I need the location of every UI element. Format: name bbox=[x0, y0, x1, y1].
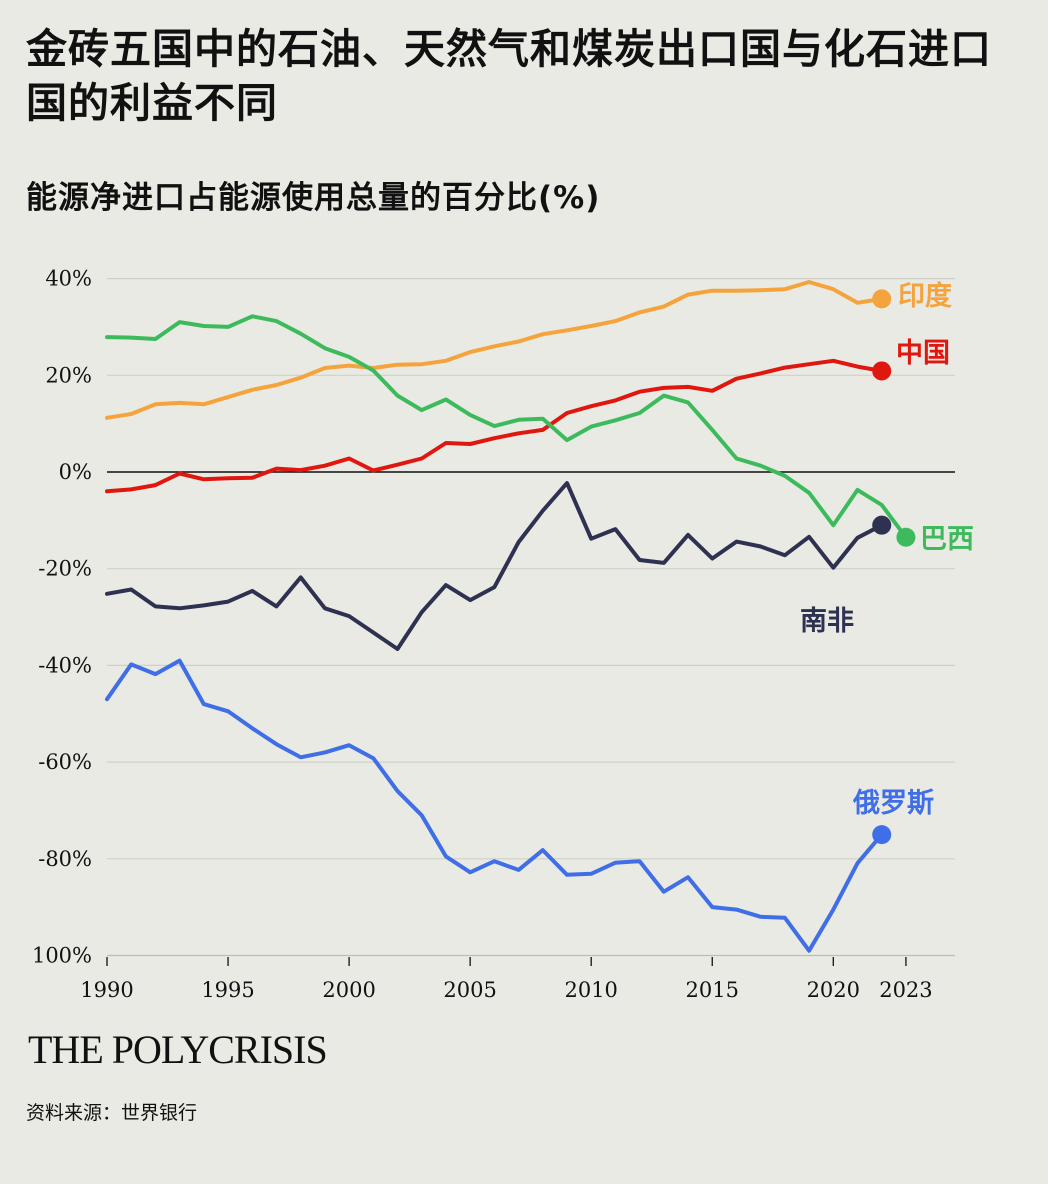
series-end-marker bbox=[872, 825, 892, 845]
series-line bbox=[105, 481, 884, 651]
series-line bbox=[105, 314, 908, 540]
y-tick-label: -40% bbox=[38, 653, 92, 677]
x-tick-label: 2010 bbox=[564, 978, 617, 1002]
y-tick-label: 100% bbox=[32, 944, 92, 968]
series-end-marker bbox=[896, 527, 916, 547]
y-tick-label: -80% bbox=[38, 847, 92, 871]
series-label: 印度 bbox=[898, 280, 952, 312]
series-label: 巴西 bbox=[920, 524, 974, 555]
series-1: 中国 bbox=[105, 338, 950, 494]
line-chart: 40% 20% 0% -20% -40% -60% -80% 100% 1990 1995 2000… bbox=[32, 267, 974, 1002]
series-3: 南非 bbox=[105, 481, 892, 651]
series-end-marker bbox=[872, 515, 892, 535]
series-line bbox=[105, 280, 884, 420]
x-tick-label: 2000 bbox=[322, 978, 375, 1002]
series-4: 俄罗斯 bbox=[105, 658, 934, 953]
y-tick-label: -60% bbox=[38, 750, 92, 774]
series-line bbox=[105, 358, 884, 494]
chart-subtitle: 能源净进口占能源使用总量的百分比(%) bbox=[26, 180, 601, 216]
polycrisis-logo: THE POLYCRISIS bbox=[28, 1027, 328, 1072]
y-tick-label: -20% bbox=[38, 557, 92, 581]
x-tick-label: 2023 bbox=[879, 978, 932, 1002]
y-tick-label: 40% bbox=[45, 267, 92, 291]
series-line bbox=[105, 658, 884, 953]
x-tick-label: 2020 bbox=[807, 978, 860, 1002]
series-2: 巴西 bbox=[105, 314, 974, 555]
y-tick-label: 20% bbox=[45, 363, 92, 387]
series-end-marker bbox=[872, 289, 892, 309]
source-note: 资料来源：世界银行 bbox=[26, 1102, 198, 1124]
series-0: 印度 bbox=[105, 280, 952, 420]
x-tick-label: 2005 bbox=[443, 978, 496, 1002]
series-label: 中国 bbox=[896, 338, 950, 369]
y-tick-label: 0% bbox=[59, 460, 92, 484]
series-label: 南非 bbox=[800, 606, 854, 637]
series-label: 俄罗斯 bbox=[852, 788, 934, 819]
x-tick-label: 2015 bbox=[686, 978, 739, 1002]
series-end-marker bbox=[872, 361, 892, 381]
x-tick-label: 1990 bbox=[80, 978, 133, 1002]
chart-title: 金砖五国中的石油、天然气和煤炭出口国与化石进口国的利益不同 bbox=[26, 25, 992, 127]
x-tick-label: 1995 bbox=[201, 978, 254, 1002]
